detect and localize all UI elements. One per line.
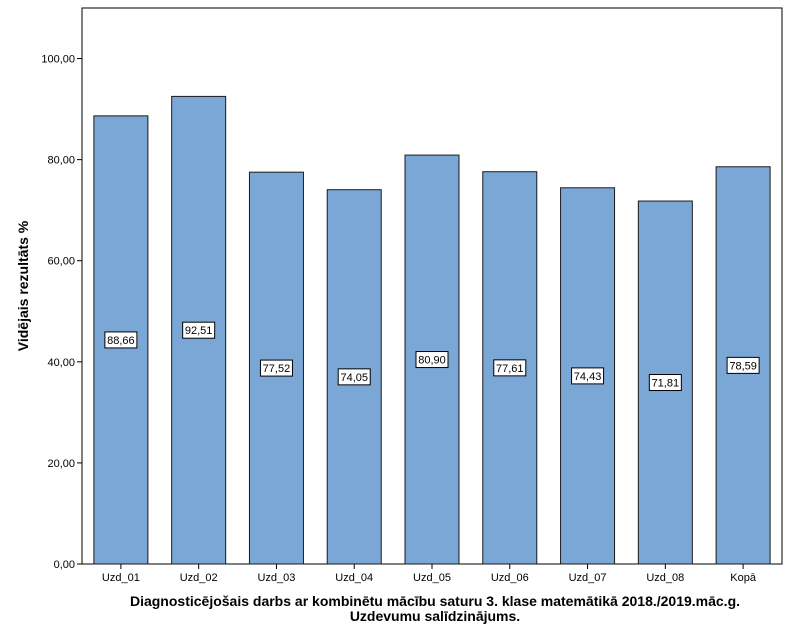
data-label: 74,05 — [340, 372, 368, 384]
x-tick-label: Kopā — [730, 572, 757, 584]
x-axis-subtitle: Uzdevumu salīdzinājums. — [350, 608, 520, 624]
y-tick-label: 60,00 — [47, 256, 75, 268]
x-axis-title: Diagnosticējošais darbs ar kombinētu māc… — [130, 593, 740, 609]
data-labels-layer: 88,66 92,51 77,52 74,05 80,90 77,61 74,43 71,81… — [104, 321, 760, 392]
data-label: 74,43 — [574, 371, 602, 383]
data-label: 71,81 — [652, 378, 680, 390]
x-tick-label: Uzd_04 — [335, 572, 373, 584]
y-tick-label: 80,00 — [47, 155, 75, 167]
data-label-box — [104, 331, 138, 349]
data-label: 77,52 — [263, 363, 291, 375]
data-label: 80,90 — [418, 355, 446, 367]
data-label: 77,61 — [496, 363, 524, 375]
x-tick-label: Uzd_03 — [257, 572, 295, 584]
data-label: 78,59 — [729, 360, 757, 372]
y-tick-label: 100,00 — [41, 54, 75, 66]
x-tick-label: Uzd_05 — [413, 572, 451, 584]
data-label-box — [182, 321, 216, 339]
y-axis-title: Vidējais rezultāts % — [15, 220, 31, 351]
data-label-box — [415, 351, 449, 369]
data-label-box — [337, 368, 371, 386]
data-label-box — [259, 359, 293, 377]
data-label-box — [648, 374, 682, 392]
x-tick-label: Uzd_01 — [102, 572, 140, 584]
y-axis: 0,00 20,00 40,00 60,00 80,00 100,00 — [41, 54, 82, 571]
x-tick-label: Uzd_02 — [180, 572, 218, 584]
y-tick-label: 20,00 — [47, 458, 75, 470]
data-label-box — [726, 356, 760, 374]
data-label-box — [571, 367, 605, 385]
x-axis: Uzd_01 Uzd_02 Uzd_03 Uzd_04 Uzd_05 Uzd_06 Uzd_… — [102, 564, 757, 584]
x-tick-label: Uzd_06 — [491, 572, 529, 584]
y-tick-label: 40,00 — [47, 357, 75, 369]
bar — [560, 187, 616, 565]
data-label: 88,66 — [107, 335, 135, 347]
x-tick-label: Uzd_07 — [569, 572, 607, 584]
data-label: 92,51 — [185, 325, 213, 337]
data-label-box — [493, 359, 527, 377]
y-tick-label: 0,00 — [54, 559, 75, 571]
x-tick-label: Uzd_08 — [646, 572, 684, 584]
